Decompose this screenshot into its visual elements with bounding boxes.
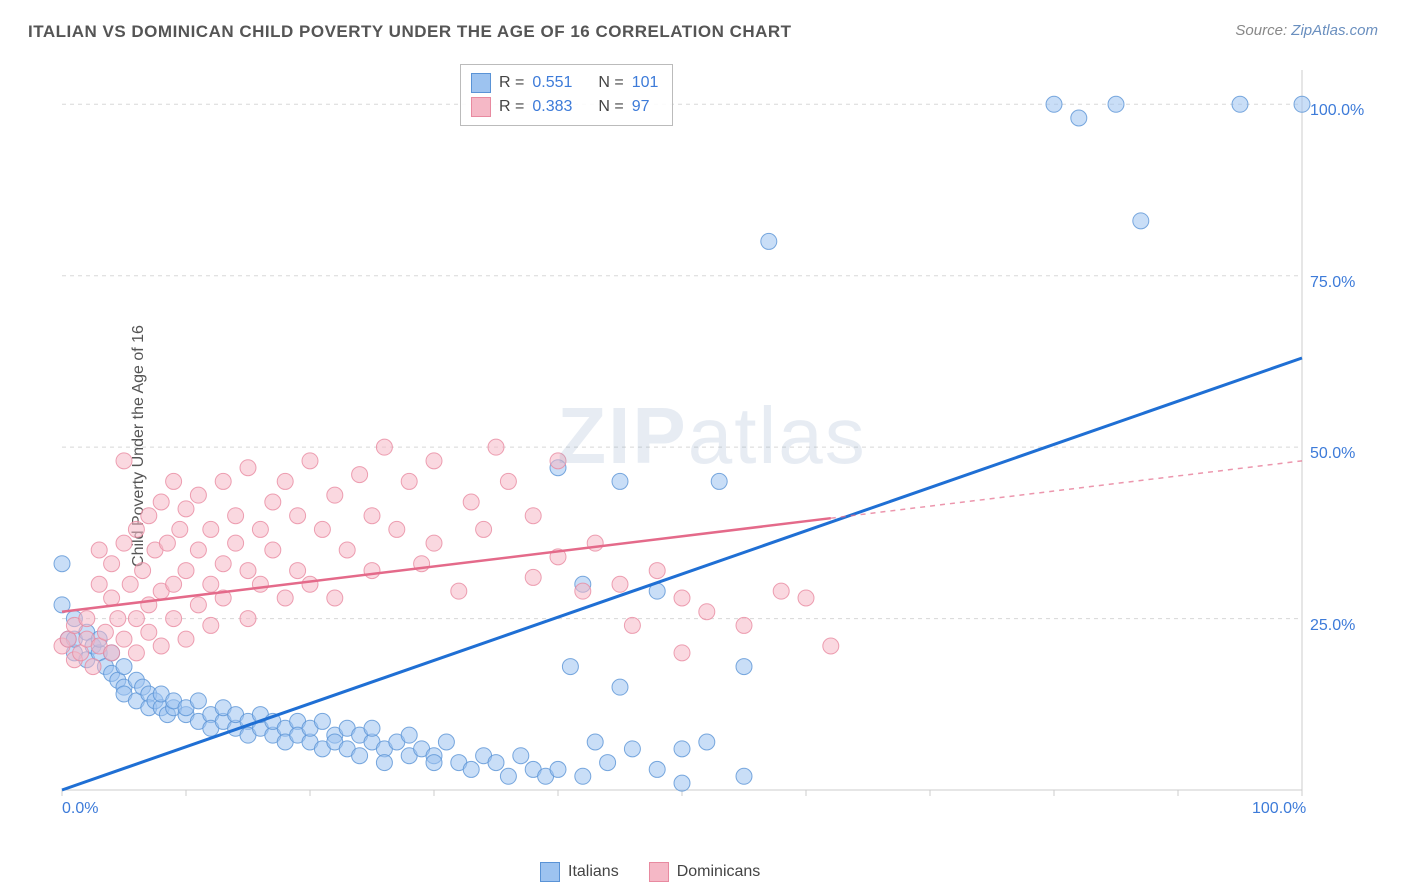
- legend-swatch: [540, 862, 560, 882]
- chart-svg: [52, 60, 1372, 830]
- source-attribution: Source: ZipAtlas.com: [1235, 22, 1378, 39]
- x-tick-label: 0.0%: [62, 800, 98, 818]
- legend-r-value: 0.383: [532, 95, 572, 119]
- source-link[interactable]: ZipAtlas.com: [1291, 22, 1378, 39]
- legend-swatch: [471, 97, 491, 117]
- legend-n-label: N =: [598, 71, 623, 95]
- series-legend-item: Dominicans: [649, 862, 761, 882]
- legend-swatch: [471, 73, 491, 93]
- legend-n-value: 101: [632, 71, 659, 95]
- legend-n-value: 97: [632, 95, 650, 119]
- y-tick-label: 75.0%: [1310, 274, 1355, 292]
- series-legend-label: Italians: [568, 863, 619, 881]
- legend-row: R = 0.383 N = 97: [471, 95, 658, 119]
- legend-r-label: R =: [499, 71, 524, 95]
- legend-n-label: N =: [598, 95, 623, 119]
- legend-swatch: [649, 862, 669, 882]
- chart-title: ITALIAN VS DOMINICAN CHILD POVERTY UNDER…: [28, 22, 792, 42]
- series-legend-label: Dominicans: [677, 863, 761, 881]
- y-tick-label: 100.0%: [1310, 102, 1364, 120]
- y-tick-label: 50.0%: [1310, 445, 1355, 463]
- x-tick-label: 100.0%: [1252, 800, 1306, 818]
- series-legend-item: Italians: [540, 862, 619, 882]
- plot-area: ZIPatlas 0.0%100.0%25.0%50.0%75.0%100.0%: [52, 60, 1372, 830]
- series-legend: Italians Dominicans: [540, 862, 760, 882]
- source-prefix: Source:: [1235, 22, 1291, 39]
- correlation-legend: R = 0.551 N = 101 R = 0.383 N = 97: [460, 64, 673, 126]
- chart-container: ITALIAN VS DOMINICAN CHILD POVERTY UNDER…: [0, 0, 1406, 892]
- legend-r-value: 0.551: [532, 71, 572, 95]
- legend-row: R = 0.551 N = 101: [471, 71, 658, 95]
- legend-r-label: R =: [499, 95, 524, 119]
- y-tick-label: 25.0%: [1310, 617, 1355, 635]
